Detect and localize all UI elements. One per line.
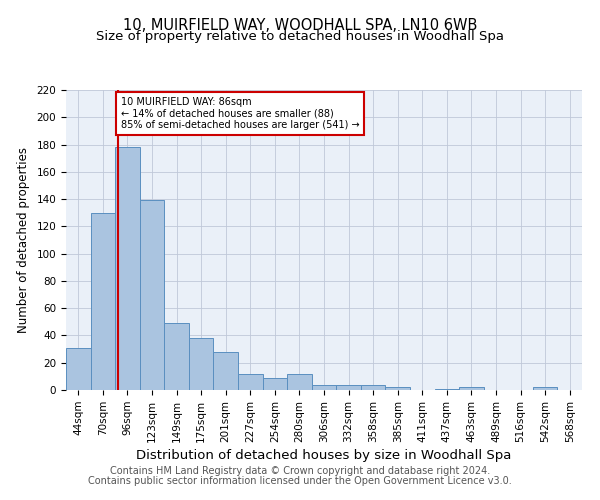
Bar (189, 338, 214, 390)
Bar (115, 148, 140, 390)
Bar (385, 388, 410, 390)
Bar (533, 388, 557, 390)
Text: Contains HM Land Registry data © Crown copyright and database right 2024.: Contains HM Land Registry data © Crown c… (110, 466, 490, 476)
Bar (238, 374, 263, 390)
Bar (459, 388, 484, 390)
Bar (66, 348, 91, 390)
Bar (434, 388, 459, 390)
Bar (140, 200, 164, 390)
Bar (91, 212, 115, 390)
Bar (336, 384, 361, 390)
Text: Size of property relative to detached houses in Woodhall Spa: Size of property relative to detached ho… (96, 30, 504, 43)
Bar (214, 352, 238, 390)
Bar (312, 384, 336, 390)
Bar (164, 323, 189, 390)
Y-axis label: Number of detached properties: Number of detached properties (17, 147, 29, 333)
Text: 10 MUIRFIELD WAY: 86sqm
← 14% of detached houses are smaller (88)
85% of semi-de: 10 MUIRFIELD WAY: 86sqm ← 14% of detache… (121, 97, 359, 130)
Text: 10, MUIRFIELD WAY, WOODHALL SPA, LN10 6WB: 10, MUIRFIELD WAY, WOODHALL SPA, LN10 6W… (123, 18, 477, 32)
Bar (263, 378, 287, 390)
Text: Contains public sector information licensed under the Open Government Licence v3: Contains public sector information licen… (88, 476, 512, 486)
Bar (361, 384, 385, 390)
X-axis label: Distribution of detached houses by size in Woodhall Spa: Distribution of detached houses by size … (136, 449, 512, 462)
Bar (287, 374, 312, 390)
